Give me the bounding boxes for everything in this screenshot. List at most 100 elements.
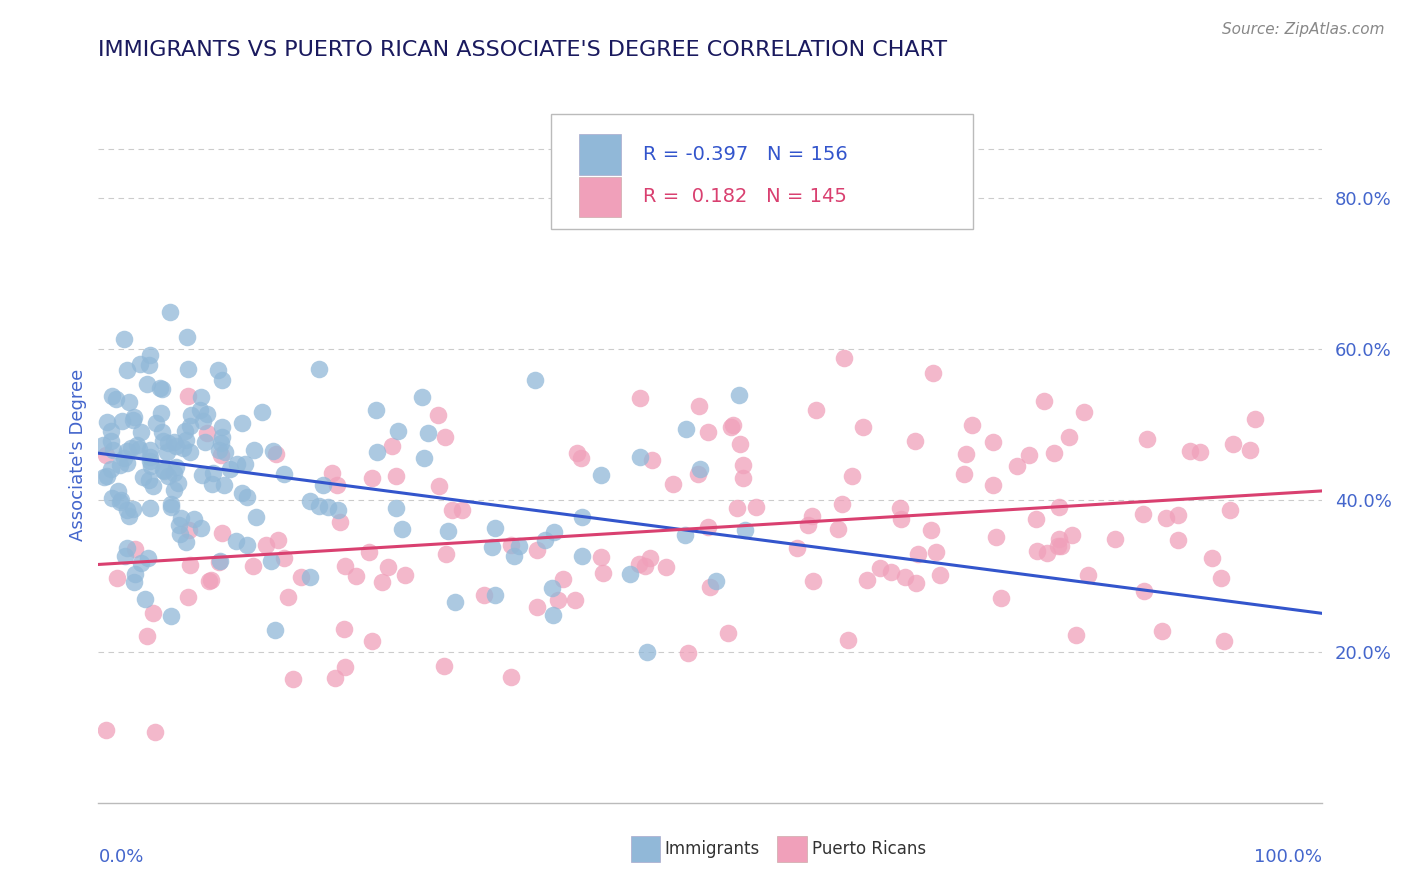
Point xyxy=(1222,437,1244,451)
Point xyxy=(139,450,162,464)
Point xyxy=(344,569,367,583)
Text: R = -0.397   N = 156: R = -0.397 N = 156 xyxy=(643,145,848,164)
Text: Immigrants: Immigrants xyxy=(665,839,761,858)
Point xyxy=(591,550,613,565)
Point xyxy=(105,571,128,585)
Point xyxy=(190,521,212,535)
Point xyxy=(1209,571,1232,585)
Point xyxy=(333,622,356,636)
Point xyxy=(499,670,522,684)
Point xyxy=(208,555,231,569)
Point xyxy=(981,478,1004,492)
Point xyxy=(1244,411,1267,425)
Point xyxy=(298,570,321,584)
Point xyxy=(689,462,711,476)
Point xyxy=(212,478,235,492)
Point xyxy=(245,510,267,524)
Point xyxy=(589,468,612,483)
Point xyxy=(837,633,859,648)
Point xyxy=(139,348,162,362)
Text: 0.0%: 0.0% xyxy=(98,848,143,866)
Point xyxy=(370,575,392,590)
Point xyxy=(148,381,170,395)
Point xyxy=(93,469,115,483)
Point xyxy=(904,434,927,448)
Point xyxy=(167,517,190,532)
Point xyxy=(869,560,891,574)
Point xyxy=(890,512,912,526)
Point xyxy=(952,467,974,481)
Point xyxy=(159,500,181,514)
Point xyxy=(1047,532,1070,546)
Point xyxy=(329,516,352,530)
Point xyxy=(176,389,198,403)
Point xyxy=(641,453,664,467)
Point xyxy=(163,435,186,450)
Point xyxy=(628,557,651,571)
Point xyxy=(167,475,190,490)
Point xyxy=(800,509,823,524)
Point xyxy=(1104,532,1126,546)
Point xyxy=(138,473,160,487)
Point xyxy=(1188,445,1211,459)
Point xyxy=(1152,624,1174,638)
Point xyxy=(273,467,295,481)
Point xyxy=(201,477,224,491)
Point xyxy=(160,497,183,511)
Point xyxy=(434,547,457,561)
Point xyxy=(104,392,127,407)
Point xyxy=(533,533,555,547)
Text: 100.0%: 100.0% xyxy=(1254,848,1322,866)
Point xyxy=(326,478,349,492)
Point xyxy=(152,463,174,477)
Point xyxy=(436,524,458,538)
Point xyxy=(118,394,141,409)
Point xyxy=(1026,543,1049,558)
Point xyxy=(136,628,159,642)
Point xyxy=(142,607,165,621)
Point xyxy=(1178,444,1201,458)
Point xyxy=(526,599,548,614)
Point xyxy=(163,483,186,497)
Point xyxy=(889,501,911,516)
Point xyxy=(179,558,201,572)
Point xyxy=(122,410,145,425)
Point xyxy=(101,442,124,457)
Point xyxy=(717,625,740,640)
Point xyxy=(281,672,304,686)
Point xyxy=(440,503,463,517)
Point xyxy=(115,541,138,555)
Point xyxy=(472,589,495,603)
Point xyxy=(806,403,828,417)
Point xyxy=(143,725,166,739)
Point xyxy=(259,554,281,568)
Point xyxy=(209,436,232,450)
Point xyxy=(159,305,181,319)
Text: Source: ZipAtlas.com: Source: ZipAtlas.com xyxy=(1222,22,1385,37)
Point xyxy=(125,438,148,452)
Point xyxy=(1057,430,1080,444)
Bar xyxy=(630,836,659,862)
Point xyxy=(100,434,122,449)
Point xyxy=(100,491,122,505)
Point xyxy=(1060,528,1083,542)
Point xyxy=(1201,551,1223,566)
Point xyxy=(1219,503,1241,517)
Point xyxy=(124,566,146,581)
Point xyxy=(207,363,229,377)
Point xyxy=(551,572,574,586)
Point xyxy=(150,382,173,396)
Point xyxy=(697,425,720,440)
Point xyxy=(129,357,152,371)
Point xyxy=(904,575,927,590)
Point xyxy=(357,545,380,559)
Point xyxy=(156,445,179,459)
Point xyxy=(110,495,132,509)
Point xyxy=(177,523,200,537)
Point xyxy=(786,541,808,556)
Point xyxy=(628,450,651,465)
Point xyxy=(841,468,863,483)
Point xyxy=(201,466,224,480)
Point xyxy=(231,417,253,431)
Point xyxy=(134,591,156,606)
